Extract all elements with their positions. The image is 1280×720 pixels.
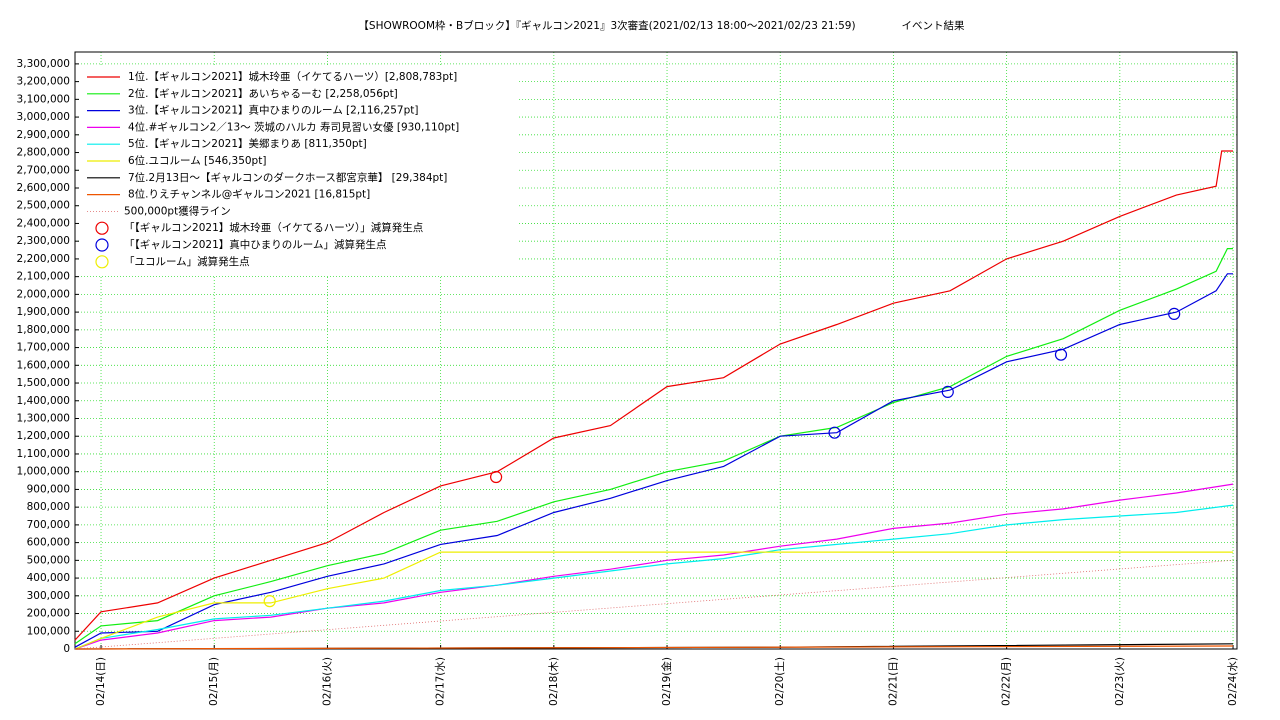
- y-tick-label: 1,300,000: [17, 412, 70, 424]
- y-tick-label: 100,000: [27, 625, 70, 637]
- legend-label: 「ユコルーム」減算発生点: [124, 255, 250, 268]
- legend-label: 3位.【ギャルコン2021】真中ひまりのルーム [2,116,257pt]: [128, 104, 418, 117]
- x-tick-label: 02/24(水): [1227, 657, 1239, 706]
- legend-marker: [95, 255, 109, 269]
- x-tick-label: 02/16(火): [321, 657, 333, 706]
- x-tick-label: 02/20(土): [773, 657, 786, 706]
- legend-box: [80, 66, 518, 276]
- y-tick-label: 1,200,000: [17, 430, 70, 442]
- y-tick-label: 200,000: [27, 608, 70, 620]
- marker: [1054, 348, 1068, 361]
- y-tick-label: 2,300,000: [17, 235, 70, 247]
- y-tick-label: 1,600,000: [17, 359, 70, 371]
- y-tick-label: 900,000: [27, 483, 70, 495]
- x-tick-label: 02/22(月): [1001, 657, 1013, 706]
- y-tick-label: 0: [63, 643, 70, 655]
- y-tick-label: 3,000,000: [17, 111, 70, 123]
- chart-subtitle: イベント結果: [902, 19, 965, 32]
- legend-marker: [95, 221, 109, 235]
- marker: [828, 426, 841, 439]
- y-tick-label: 2,200,000: [17, 253, 70, 265]
- x-tick-label: 02/18(木): [548, 657, 560, 706]
- y-tick-label: 1,800,000: [17, 324, 70, 336]
- legend-label: 6位.ユコルーム [546,350pt]: [128, 154, 266, 167]
- y-tick-label: 2,400,000: [17, 217, 70, 229]
- x-tick-label: 02/19(金): [660, 657, 673, 706]
- y-tick-label: 1,900,000: [17, 306, 70, 318]
- series-line: [74, 504, 1234, 650]
- reference-line: [74, 559, 1234, 650]
- series-line: [74, 645, 1234, 650]
- y-tick-label: 3,200,000: [17, 76, 70, 88]
- y-tick-label: 1,500,000: [17, 377, 70, 389]
- legend-label: 500,000pt獲得ライン: [124, 204, 231, 217]
- y-tick-label: 2,100,000: [17, 271, 70, 283]
- y-tick-label: 700,000: [27, 519, 70, 531]
- x-tick-label: 02/23(火): [1114, 657, 1126, 706]
- x-tick-label: 02/21(日): [887, 657, 899, 706]
- y-tick-label: 2,900,000: [17, 129, 70, 141]
- y-tick-label: 400,000: [27, 572, 70, 584]
- y-tick-label: 2,500,000: [17, 200, 70, 212]
- marker: [263, 595, 276, 608]
- series-line: [74, 150, 1233, 641]
- x-tick-label: 02/15(月): [208, 657, 220, 706]
- y-tick-label: 3,300,000: [17, 58, 70, 70]
- y-tick-label: 2,000,000: [17, 288, 70, 300]
- legend-label: 「【ギャルコン2021】城木玲亜（イケてるハーツ）」減算発生点: [124, 221, 423, 234]
- y-tick-label: 3,100,000: [17, 93, 70, 105]
- x-tick-label: 02/17(水): [435, 657, 447, 706]
- legend-marker: [95, 238, 109, 252]
- y-tick-label: 300,000: [27, 590, 70, 602]
- y-tick-label: 800,000: [27, 501, 70, 513]
- legend-label: 7位.2月13日〜【ギャルコンのダークホース都宮京華】 [29,384pt]: [128, 171, 447, 184]
- marker: [941, 385, 954, 399]
- y-tick-label: 1,000,000: [17, 466, 70, 478]
- y-tick-label: 1,100,000: [17, 448, 70, 460]
- legend-label: 「【ギャルコン2021】真中ひまりのルーム」減算発生点: [124, 238, 386, 251]
- y-tick-label: 500,000: [27, 554, 70, 566]
- plot-frame: [74, 51, 1238, 650]
- x-tick-label: 02/14(日): [95, 657, 107, 706]
- marker: [1168, 307, 1181, 320]
- legend-label: 4位.#ギャルコン2／13〜 茨城のハルカ 寿司見習い女優 [930,110pt…: [128, 120, 459, 133]
- legend-label: 1位.【ギャルコン2021】城木玲亜（イケてるハーツ）[2,808,783pt]: [128, 70, 457, 83]
- marker: [490, 470, 503, 484]
- y-tick-label: 1,400,000: [17, 395, 70, 407]
- legend-label: 5位.【ギャルコン2021】美郷まりあ [811,350pt]: [128, 137, 367, 150]
- series-line: [74, 551, 1233, 650]
- series-line: [74, 483, 1234, 650]
- y-tick-label: 2,800,000: [17, 147, 70, 159]
- y-tick-label: 2,700,000: [17, 164, 70, 176]
- chart-title: 【SHOWROOM枠・Bブロック】『ギャルコン2021』3次審査(2021/02…: [358, 19, 855, 32]
- series-line: [74, 273, 1233, 648]
- y-tick-label: 1,700,000: [17, 342, 70, 354]
- legend: 1位.【ギャルコン2021】城木玲亜（イケてるハーツ）[2,808,783pt]…: [80, 66, 518, 276]
- y-tick-label: 600,000: [27, 537, 70, 549]
- series-line: [74, 248, 1233, 645]
- legend-label: 2位.【ギャルコン2021】あいちゃるーむ [2,258,056pt]: [128, 87, 398, 100]
- y-tick-label: 2,600,000: [17, 182, 70, 194]
- legend-label: 8位.りえチャンネル@ギャルコン2021 [16,815pt]: [128, 188, 370, 201]
